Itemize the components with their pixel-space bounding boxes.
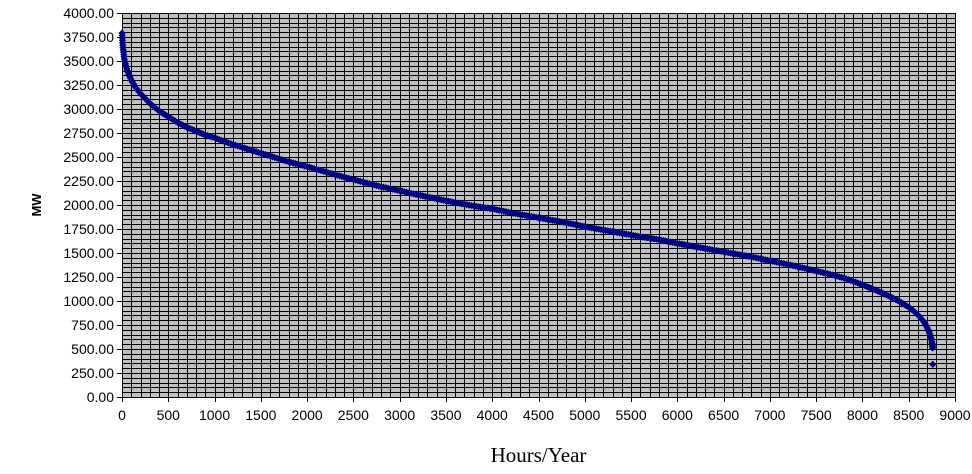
y-tick-label: 1500.00 <box>63 245 114 261</box>
x-tick-label: 500 <box>157 407 181 423</box>
x-tick-label: 8500 <box>893 407 924 423</box>
x-tick-label: 5500 <box>615 407 646 423</box>
x-tick-label: 7500 <box>801 407 832 423</box>
y-tick-label: 250.00 <box>71 365 114 381</box>
x-tick-label: 8000 <box>847 407 878 423</box>
y-tick-label: 2250.00 <box>63 173 114 189</box>
x-tick-label: 4000 <box>477 407 508 423</box>
y-tick-label: 4000.00 <box>63 5 114 21</box>
x-tick-label: 4500 <box>523 407 554 423</box>
x-tick-labels: 0 500 1000 1500 2000 2500 3000 3500 4000 4500 5000… <box>118 407 971 423</box>
y-tick-label: 3250.00 <box>63 77 114 93</box>
y-tick-label: 500.00 <box>71 341 114 357</box>
y-tick-label: 0.00 <box>87 389 114 405</box>
y-tick-label: 1000.00 <box>63 293 114 309</box>
x-tick-label: 7000 <box>754 407 785 423</box>
x-axis-title: Hours/Year <box>491 443 587 467</box>
y-tick-label: 3750.00 <box>63 29 114 45</box>
y-tick-labels: 0.00 250.00 500.00 750.00 1000.00 1250.00 1500… <box>63 5 114 405</box>
x-tick-label: 2500 <box>338 407 369 423</box>
x-tick-label: 1000 <box>199 407 230 423</box>
x-tick-label: 5000 <box>569 407 600 423</box>
y-tick-label: 2500.00 <box>63 149 114 165</box>
y-tick-label: 1750.00 <box>63 221 114 237</box>
y-tick-label: 3500.00 <box>63 53 114 69</box>
x-tick-label: 0 <box>118 407 126 423</box>
y-axis-title: MW <box>29 193 44 217</box>
data-point <box>929 360 937 368</box>
x-tick-label: 2000 <box>292 407 323 423</box>
data-points <box>118 29 937 368</box>
x-tick-label: 3500 <box>430 407 461 423</box>
x-tick-label: 3000 <box>384 407 415 423</box>
y-tick-label: 750.00 <box>71 317 114 333</box>
y-tick-label: 2750.00 <box>63 125 114 141</box>
y-tick-label: 3000.00 <box>63 101 114 117</box>
y-tick-label: 1250.00 <box>63 269 114 285</box>
data-point <box>929 344 937 352</box>
axes <box>117 13 956 402</box>
x-tick-label: 6000 <box>662 407 693 423</box>
x-tick-label: 6500 <box>708 407 739 423</box>
x-tick-label: 9000 <box>939 407 970 423</box>
x-tick-label: 1500 <box>245 407 276 423</box>
y-tick-label: 2000.00 <box>63 197 114 213</box>
